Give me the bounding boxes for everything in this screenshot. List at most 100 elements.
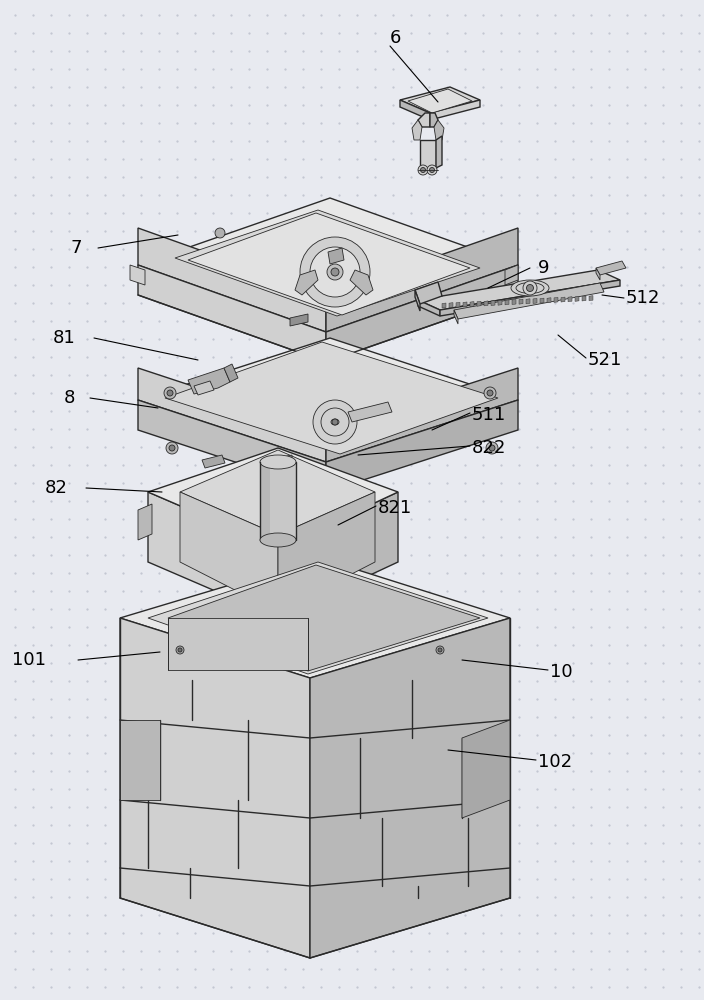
Polygon shape xyxy=(400,100,430,120)
Circle shape xyxy=(489,445,495,451)
Polygon shape xyxy=(436,136,442,168)
Polygon shape xyxy=(326,400,518,492)
Circle shape xyxy=(176,646,184,654)
Polygon shape xyxy=(561,297,565,302)
Polygon shape xyxy=(505,300,509,305)
Polygon shape xyxy=(278,492,375,612)
Polygon shape xyxy=(415,290,420,311)
Polygon shape xyxy=(328,248,344,264)
Ellipse shape xyxy=(516,282,544,294)
Circle shape xyxy=(215,228,225,238)
Circle shape xyxy=(313,400,357,444)
Polygon shape xyxy=(138,198,518,332)
Circle shape xyxy=(420,167,425,172)
Polygon shape xyxy=(168,618,308,670)
Polygon shape xyxy=(512,300,516,304)
Polygon shape xyxy=(505,265,518,285)
Polygon shape xyxy=(165,342,498,454)
Ellipse shape xyxy=(260,455,296,469)
Text: 101: 101 xyxy=(12,651,46,669)
Ellipse shape xyxy=(331,419,339,425)
Polygon shape xyxy=(202,455,225,468)
Text: 8: 8 xyxy=(63,389,75,407)
Circle shape xyxy=(427,165,437,175)
Text: 822: 822 xyxy=(472,439,506,457)
Polygon shape xyxy=(582,296,586,301)
Polygon shape xyxy=(456,302,460,307)
Text: 521: 521 xyxy=(588,351,622,369)
Polygon shape xyxy=(400,87,480,113)
Polygon shape xyxy=(260,462,296,540)
Polygon shape xyxy=(326,265,518,362)
Polygon shape xyxy=(547,298,551,303)
Circle shape xyxy=(167,390,173,396)
Polygon shape xyxy=(224,364,238,382)
Polygon shape xyxy=(175,210,480,316)
Text: 10: 10 xyxy=(550,663,572,681)
Circle shape xyxy=(438,648,442,652)
Polygon shape xyxy=(148,492,278,618)
Text: 81: 81 xyxy=(54,329,76,347)
Polygon shape xyxy=(180,450,375,535)
Polygon shape xyxy=(463,302,467,307)
Text: 512: 512 xyxy=(626,289,660,307)
Circle shape xyxy=(527,284,534,292)
Text: 9: 9 xyxy=(538,259,550,277)
Polygon shape xyxy=(589,296,593,301)
Polygon shape xyxy=(138,228,326,332)
Ellipse shape xyxy=(511,280,549,296)
Polygon shape xyxy=(462,720,510,818)
Text: 511: 511 xyxy=(472,406,506,424)
Circle shape xyxy=(166,442,178,454)
Polygon shape xyxy=(484,301,488,306)
Polygon shape xyxy=(138,504,152,540)
Polygon shape xyxy=(568,297,572,302)
Polygon shape xyxy=(138,368,326,462)
Polygon shape xyxy=(188,368,230,394)
Polygon shape xyxy=(138,265,326,362)
Circle shape xyxy=(178,648,182,652)
Text: 7: 7 xyxy=(70,239,82,257)
Polygon shape xyxy=(418,270,620,310)
Polygon shape xyxy=(188,213,470,315)
Polygon shape xyxy=(148,562,488,674)
Polygon shape xyxy=(449,303,453,308)
Circle shape xyxy=(487,390,493,396)
Polygon shape xyxy=(260,462,270,540)
Polygon shape xyxy=(120,720,160,800)
Polygon shape xyxy=(412,120,422,140)
Polygon shape xyxy=(326,228,518,332)
Polygon shape xyxy=(430,113,438,127)
Polygon shape xyxy=(348,402,392,422)
Circle shape xyxy=(310,247,360,297)
Polygon shape xyxy=(434,120,444,140)
Polygon shape xyxy=(454,283,604,319)
Polygon shape xyxy=(180,492,278,612)
Circle shape xyxy=(436,646,444,654)
Polygon shape xyxy=(477,301,481,306)
Polygon shape xyxy=(326,368,518,462)
Polygon shape xyxy=(418,113,430,127)
Ellipse shape xyxy=(260,533,296,547)
Polygon shape xyxy=(596,261,626,275)
Circle shape xyxy=(331,268,339,276)
Polygon shape xyxy=(295,270,318,295)
Polygon shape xyxy=(533,298,537,303)
Circle shape xyxy=(523,281,537,295)
Polygon shape xyxy=(430,100,480,120)
Polygon shape xyxy=(418,300,440,316)
Polygon shape xyxy=(120,618,310,958)
Polygon shape xyxy=(168,565,480,671)
Polygon shape xyxy=(290,314,308,326)
Circle shape xyxy=(486,442,498,454)
Polygon shape xyxy=(120,558,510,678)
Circle shape xyxy=(429,167,434,172)
Polygon shape xyxy=(350,270,373,295)
Polygon shape xyxy=(442,303,446,308)
Polygon shape xyxy=(310,618,510,958)
Polygon shape xyxy=(454,310,458,324)
Polygon shape xyxy=(540,298,544,303)
Circle shape xyxy=(484,387,496,399)
Text: 821: 821 xyxy=(378,499,413,517)
Polygon shape xyxy=(194,381,214,395)
